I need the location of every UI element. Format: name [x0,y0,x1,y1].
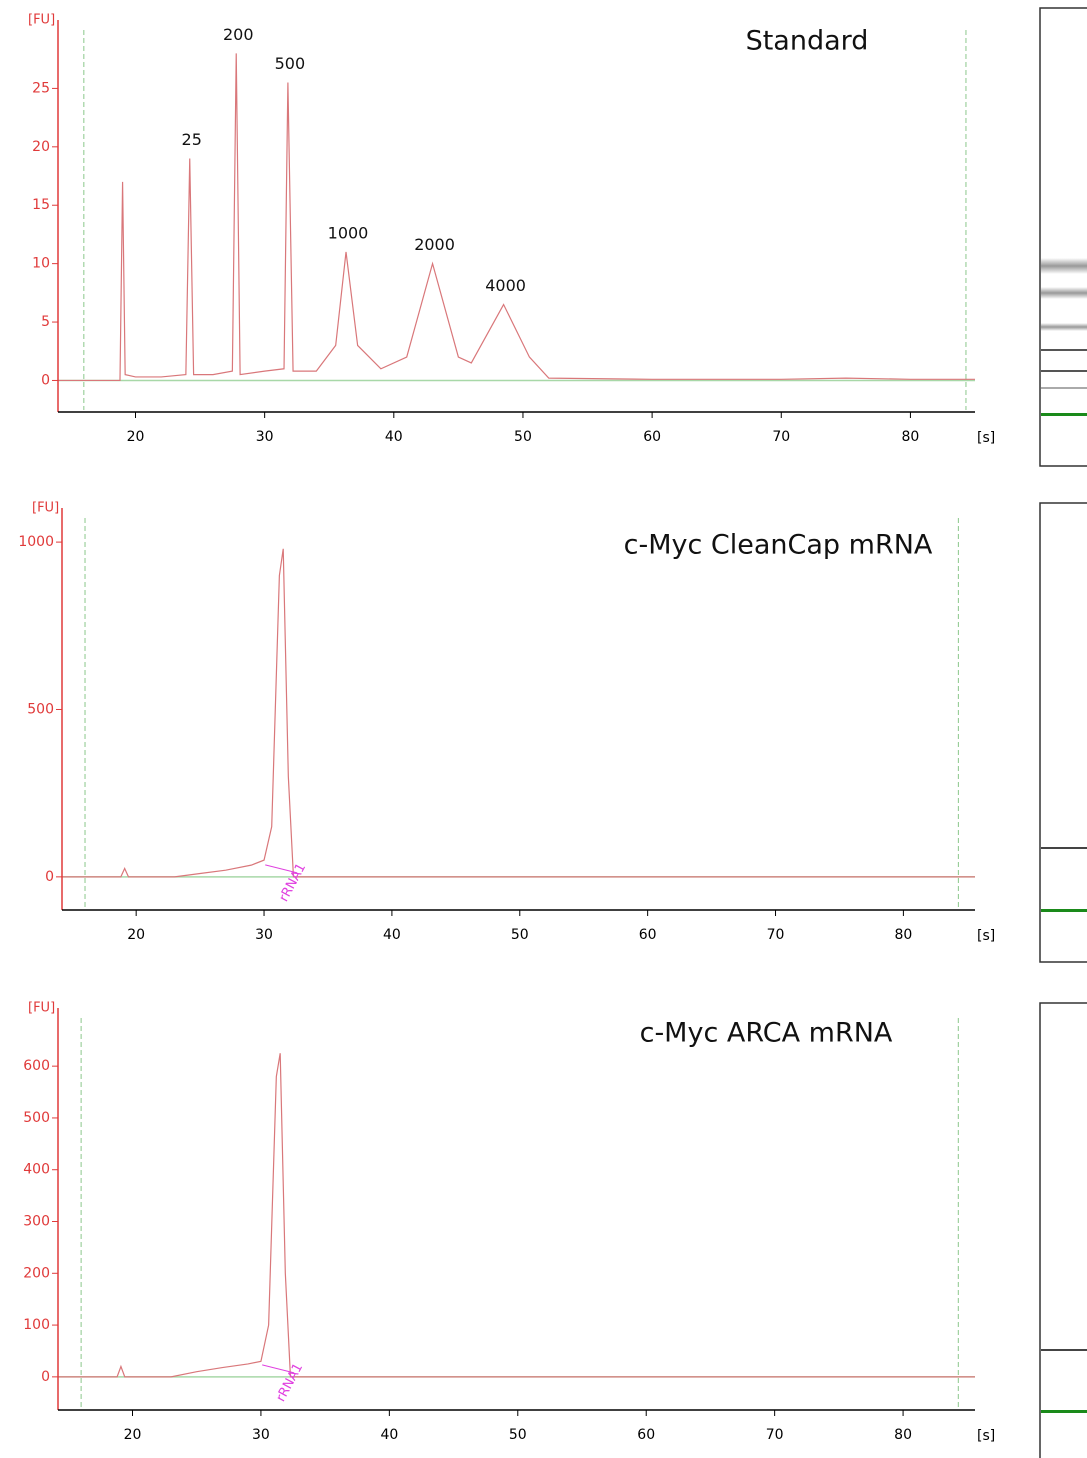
electropherogram: 0 500 1000 20 30 40 50 60 70 80 [FU] [s] c-Myc Clean… [18,501,995,945]
page: 0 5 10 15 20 25 20 30 40 50 60 70 80 [FU] [s] Standard 2… [0,0,1087,1458]
peak-label: 500 [275,54,306,73]
peak-label: rRNA1 [274,1361,307,1404]
x-tick-label: 60 [637,1427,655,1443]
y-tick-label: 20 [32,139,50,155]
x-tick-label: 40 [383,927,401,943]
x-tick-label: 80 [894,927,912,943]
y-tick-label: 5 [41,314,50,330]
y-tick-label: 200 [23,1265,50,1281]
chart-title: c-Myc CleanCap mRNA [624,530,933,561]
x-axis-label: [s] [977,430,995,446]
x-tick-label: 60 [639,927,657,943]
figure: 0 5 10 15 20 25 20 30 40 50 60 70 80 [FU] [s] Standard 2… [0,0,1087,1458]
chart-title: c-Myc ARCA mRNA [640,1018,893,1049]
electropherogram: 0 100 200 300 400 500 600 20 30 40 50 60 70 80 [FU] [s]… [23,1001,995,1445]
x-tick-label: 70 [767,927,785,943]
x-tick-label: 30 [252,1427,270,1443]
y-tick-label: 25 [32,80,50,96]
x-tick-label: 50 [514,429,532,445]
x-tick-label: 70 [772,429,790,445]
trace [58,53,975,380]
y-tick-label: 100 [23,1317,50,1333]
trace [58,1053,975,1377]
x-tick-label: 40 [385,429,403,445]
y-tick-label: 500 [23,1110,50,1126]
electropherogram: 0 5 10 15 20 25 20 30 40 50 60 70 80 [FU] [s] Standard 2… [28,13,995,447]
x-tick-label: 80 [902,429,920,445]
y-tick-label: 0 [41,1369,50,1385]
chart-title: Standard [746,26,869,57]
x-axis-label: [s] [977,928,995,944]
x-axis-label: [s] [977,1428,995,1444]
y-tick-label: 300 [23,1214,50,1230]
y-tick-label: 600 [23,1058,50,1074]
x-tick-label: 50 [511,927,529,943]
y-tick-label: 1000 [18,534,54,550]
y-tick-label: 0 [45,869,54,885]
peak-label: rRNA1 [277,861,310,904]
x-tick-label: 60 [643,429,661,445]
trace [62,549,975,877]
y-axis-label: [FU] [32,501,59,516]
gel-lane [1040,8,1087,466]
y-axis-label: [FU] [28,1001,55,1016]
x-tick-label: 30 [255,927,273,943]
peak-label: 2000 [414,235,455,254]
y-tick-label: 500 [27,701,54,717]
x-tick-label: 40 [380,1427,398,1443]
y-tick-label: 400 [23,1162,50,1178]
x-tick-label: 20 [124,1427,142,1443]
y-axis-label: [FU] [28,13,55,28]
peak-label: 25 [182,130,202,149]
peak-label: 1000 [328,223,369,242]
x-tick-label: 30 [256,429,274,445]
x-tick-label: 20 [127,429,145,445]
peak-label: 200 [223,25,254,44]
y-tick-label: 0 [41,372,50,388]
x-tick-label: 50 [509,1427,527,1443]
x-tick-label: 80 [894,1427,912,1443]
gel-lane [1040,503,1087,962]
y-tick-label: 10 [32,256,50,272]
peak-label: 4000 [485,276,526,295]
gel-lane [1040,1003,1087,1458]
y-tick-label: 15 [32,197,50,213]
x-tick-label: 20 [127,927,145,943]
x-tick-label: 70 [766,1427,784,1443]
